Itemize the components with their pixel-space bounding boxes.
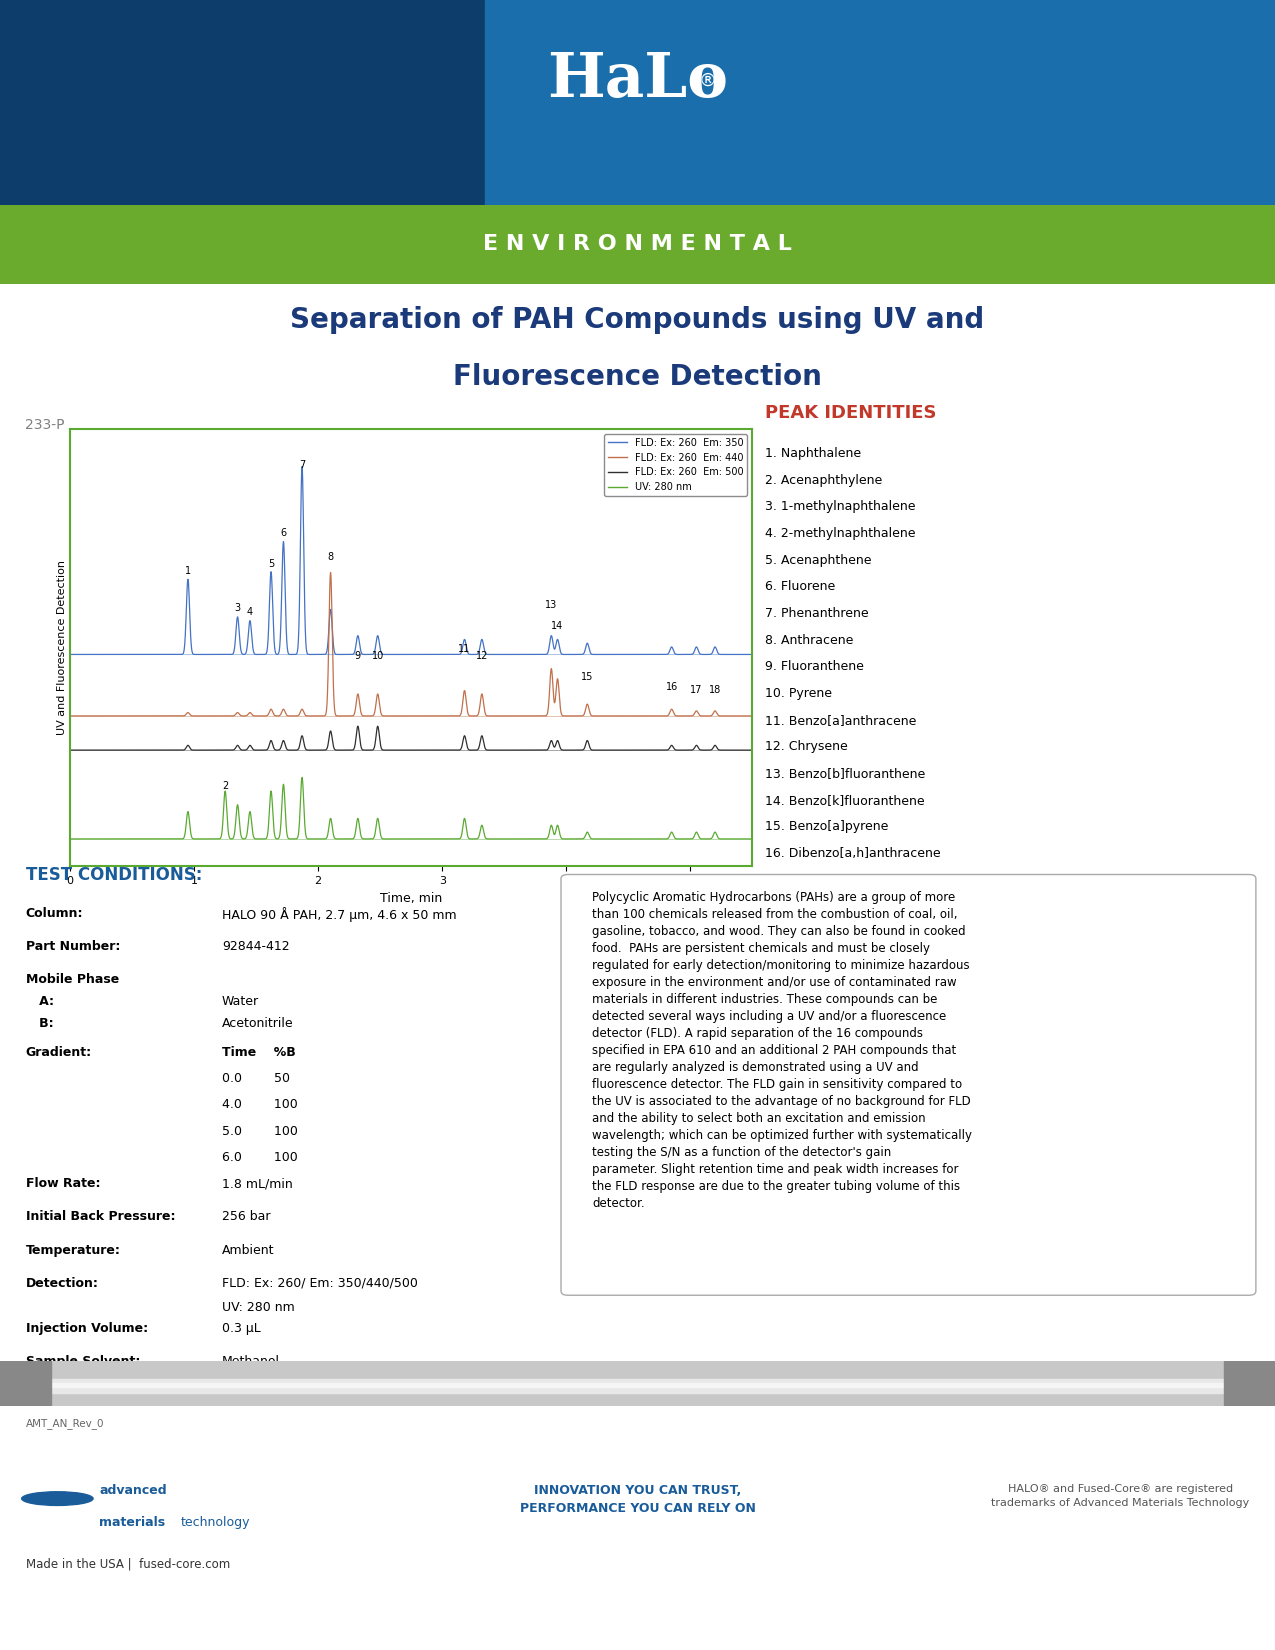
Text: 8: 8 <box>328 553 334 563</box>
Text: materials: materials <box>99 1516 166 1528</box>
Text: E N V I R O N M E N T A L: E N V I R O N M E N T A L <box>483 234 792 254</box>
Text: 5: 5 <box>268 559 274 569</box>
Bar <box>1224 1361 1275 1411</box>
Text: 15: 15 <box>581 672 593 681</box>
Text: 1.8 mL/min: 1.8 mL/min <box>222 1178 292 1190</box>
Text: Part Number:: Part Number: <box>26 940 120 952</box>
Text: Injection Volume:: Injection Volume: <box>26 1322 148 1335</box>
Text: 16. Dibenzo[a,h]anthracene: 16. Dibenzo[a,h]anthracene <box>765 846 941 860</box>
Bar <box>0 1383 1275 1388</box>
Text: HALO 90 Å PAH, 2.7 μm, 4.6 x 50 mm: HALO 90 Å PAH, 2.7 μm, 4.6 x 50 mm <box>222 908 456 922</box>
Text: Gradient:: Gradient: <box>26 1046 92 1059</box>
Text: 11: 11 <box>459 645 470 655</box>
Text: Temperature:: Temperature: <box>26 1244 120 1257</box>
Text: Water: Water <box>222 995 259 1008</box>
Text: 6. Fluorene: 6. Fluorene <box>765 581 835 594</box>
Text: 11. Benzo[a]anthracene: 11. Benzo[a]anthracene <box>765 714 917 726</box>
X-axis label: Time, min: Time, min <box>380 891 442 904</box>
Text: 4. 2-methylnaphthalene: 4. 2-methylnaphthalene <box>765 526 915 540</box>
Text: Time    %B: Time %B <box>222 1046 296 1059</box>
Text: 7. Phenanthrene: 7. Phenanthrene <box>765 607 868 620</box>
Text: 92844-412: 92844-412 <box>222 940 289 952</box>
Text: Ambient: Ambient <box>222 1244 274 1257</box>
Text: LC System:: LC System: <box>26 1388 103 1401</box>
Text: 256 bar: 256 bar <box>222 1211 270 1223</box>
FancyBboxPatch shape <box>561 874 1256 1295</box>
Text: 9. Fluoranthene: 9. Fluoranthene <box>765 660 864 673</box>
Text: Flow Rate:: Flow Rate: <box>26 1178 99 1190</box>
Text: PEAK IDENTITIES: PEAK IDENTITIES <box>765 404 937 422</box>
Bar <box>0 1361 51 1411</box>
Text: 4.0        100: 4.0 100 <box>222 1099 297 1112</box>
Text: 5.0        100: 5.0 100 <box>222 1125 298 1138</box>
Text: advanced: advanced <box>99 1483 167 1497</box>
Text: 17: 17 <box>690 685 703 695</box>
Text: 8. Anthracene: 8. Anthracene <box>765 634 853 647</box>
Text: TEST CONDITIONS:: TEST CONDITIONS: <box>26 866 201 884</box>
Text: 6.0        100: 6.0 100 <box>222 1152 297 1163</box>
Text: 14: 14 <box>551 620 564 630</box>
Text: AMT_AN_Rev_0: AMT_AN_Rev_0 <box>26 1417 105 1429</box>
Y-axis label: UV and Fluorescence Detection: UV and Fluorescence Detection <box>57 559 68 736</box>
Text: Mobile Phase: Mobile Phase <box>26 974 119 987</box>
Text: 10. Pyrene: 10. Pyrene <box>765 686 833 700</box>
Text: Detection:: Detection: <box>26 1277 98 1290</box>
Text: Shimadzu Nexera X2: Shimadzu Nexera X2 <box>222 1388 352 1401</box>
Text: 9: 9 <box>354 652 361 662</box>
Text: 1: 1 <box>185 566 191 576</box>
Text: Made in the USA |  fused-core.com: Made in the USA | fused-core.com <box>26 1558 230 1571</box>
Text: 12: 12 <box>476 652 488 662</box>
Text: 1. Naphthalene: 1. Naphthalene <box>765 447 861 460</box>
Text: Polycyclic Aromatic Hydrocarbons (PAHs) are a group of more
than 100 chemicals r: Polycyclic Aromatic Hydrocarbons (PAHs) … <box>593 891 973 1211</box>
Text: 3: 3 <box>235 604 241 614</box>
Text: HaLo: HaLo <box>547 50 728 111</box>
Bar <box>484 0 1275 211</box>
Text: 18: 18 <box>709 685 722 695</box>
Text: 2. Acenaphthylene: 2. Acenaphthylene <box>765 474 882 487</box>
Text: A:: A: <box>26 995 54 1008</box>
Text: 5. Acenaphthene: 5. Acenaphthene <box>765 554 872 566</box>
Text: 233-P: 233-P <box>26 417 65 432</box>
Text: 13. Benzo[b]fluoranthene: 13. Benzo[b]fluoranthene <box>765 767 926 780</box>
Text: 13: 13 <box>546 601 557 610</box>
Text: 14. Benzo[k]fluoranthene: 14. Benzo[k]fluoranthene <box>765 794 924 807</box>
Legend: FLD: Ex: 260  Em: 350, FLD: Ex: 260  Em: 440, FLD: Ex: 260  Em: 500, UV: 280 nm: FLD: Ex: 260 Em: 350, FLD: Ex: 260 Em: 4… <box>604 434 747 497</box>
Text: Fluorescence Detection: Fluorescence Detection <box>453 363 822 391</box>
Bar <box>0 1379 1275 1393</box>
Text: HALO® and Fused-Core® are registered
trademarks of Advanced Materials Technology: HALO® and Fused-Core® are registered tra… <box>991 1483 1250 1508</box>
Text: B:: B: <box>26 1018 54 1031</box>
Text: 6: 6 <box>280 528 287 538</box>
Text: 18. Indeno[1,2,3-cd]pyrene: 18. Indeno[1,2,3-cd]pyrene <box>765 901 936 914</box>
Text: Separation of PAH Compounds using UV and: Separation of PAH Compounds using UV and <box>291 307 984 333</box>
Text: 0.3 μL: 0.3 μL <box>222 1322 260 1335</box>
Bar <box>0 0 484 211</box>
Text: UV: 280 nm: UV: 280 nm <box>222 1300 295 1313</box>
Text: 4: 4 <box>247 607 252 617</box>
Text: 16: 16 <box>666 681 678 691</box>
Text: 12. Chrysene: 12. Chrysene <box>765 741 848 754</box>
Text: technology: technology <box>181 1516 251 1528</box>
Text: 15. Benzo[a]pyrene: 15. Benzo[a]pyrene <box>765 820 889 833</box>
Text: Methanol: Methanol <box>222 1355 279 1368</box>
Text: Sample Solvent:: Sample Solvent: <box>26 1355 140 1368</box>
Text: Initial Back Pressure:: Initial Back Pressure: <box>26 1211 175 1223</box>
Text: 17. Benzo[g,h,i]perylene: 17. Benzo[g,h,i]perylene <box>765 874 919 886</box>
Text: 10: 10 <box>371 652 384 662</box>
Text: 7: 7 <box>298 460 305 470</box>
Text: Acetonitrile: Acetonitrile <box>222 1018 293 1031</box>
Text: 0.0        50: 0.0 50 <box>222 1072 289 1086</box>
Text: 3. 1-methylnaphthalene: 3. 1-methylnaphthalene <box>765 500 915 513</box>
Circle shape <box>22 1492 93 1505</box>
Text: 2: 2 <box>222 780 228 790</box>
Text: ®: ® <box>699 71 717 89</box>
Text: Column:: Column: <box>26 908 83 919</box>
Text: FLD: Ex: 260/ Em: 350/440/500: FLD: Ex: 260/ Em: 350/440/500 <box>222 1277 418 1290</box>
Text: INNOVATION YOU CAN TRUST,
PERFORMANCE YOU CAN RELY ON: INNOVATION YOU CAN TRUST, PERFORMANCE YO… <box>520 1483 755 1515</box>
